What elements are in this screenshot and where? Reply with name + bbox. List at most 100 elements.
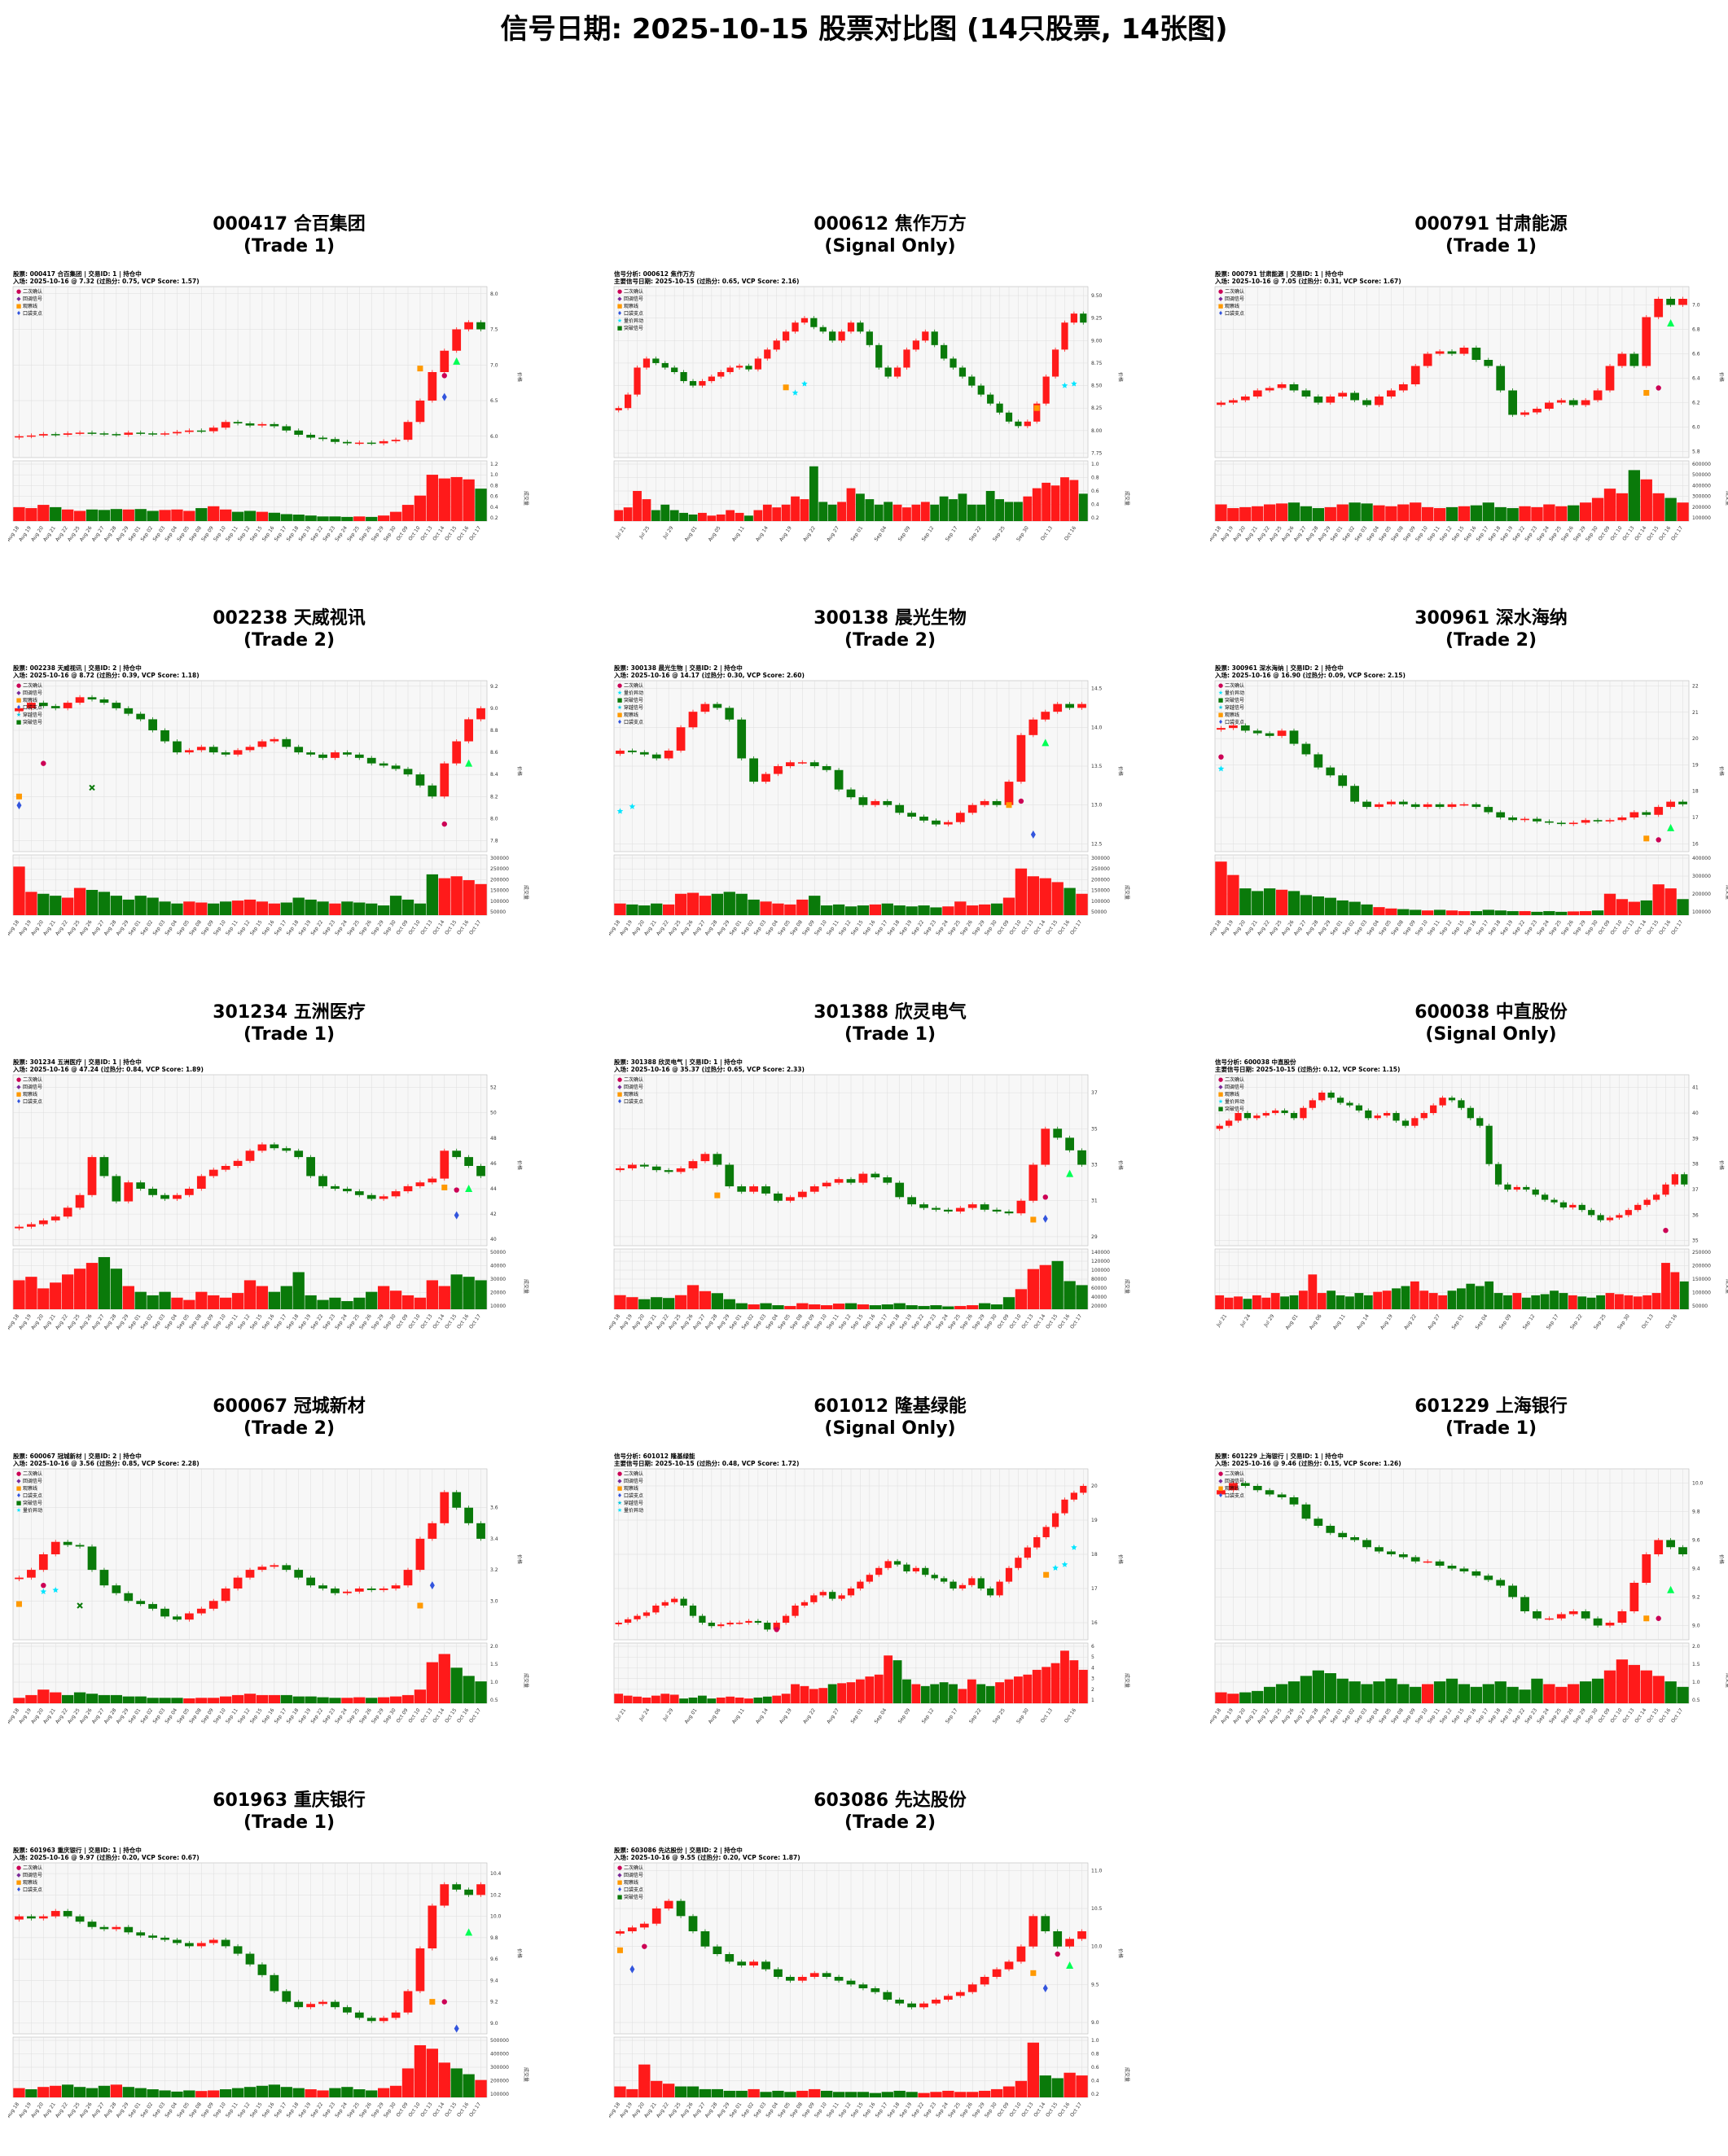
volume-bar	[98, 1256, 111, 1309]
volume-bar	[1540, 1294, 1550, 1309]
candle-body	[1384, 1113, 1391, 1116]
trade-info-line2: 入场: 2025-10-16 @ 9.55 (过热分: 0.20, VCP Sc…	[614, 1854, 800, 1861]
x-tick-label: Jul 21	[1215, 1313, 1228, 1329]
y-tick-label: 37	[1692, 1187, 1699, 1193]
x-tick-label: Oct 17	[1670, 1707, 1684, 1724]
candle-body	[196, 1176, 206, 1189]
candle-body	[27, 703, 36, 708]
x-tick-label: Sep 01	[849, 1707, 864, 1724]
candle-body	[1496, 812, 1506, 817]
x-tick-label: Sep 30	[383, 2101, 397, 2119]
volume-bar	[377, 905, 390, 915]
volume-bar	[195, 902, 208, 915]
candle-body	[1542, 1194, 1549, 1200]
candle-body	[661, 1602, 669, 1606]
volume-bar	[1015, 868, 1028, 915]
candle-body	[838, 331, 845, 341]
chart-title: 601229 上海银行 (Trade 1)	[1210, 1396, 1728, 1440]
trade-info-line1: 信号分析: 600038 中直股份	[1215, 1058, 1296, 1066]
legend-entry: ◆ 回调信号	[15, 1872, 42, 1879]
x-tick-label: Aug 01	[684, 1707, 699, 1725]
volume-bar	[1419, 1291, 1429, 1309]
vol-tick-label: 300000	[1692, 874, 1711, 879]
candle-body	[846, 789, 856, 798]
vol-tick-label: 6	[1091, 1644, 1094, 1650]
x-tick-label: Sep 30	[1616, 1313, 1631, 1330]
x-tick-label: Aug 11	[1332, 1313, 1347, 1331]
vol-tick-label: 150000	[1091, 888, 1110, 894]
legend-label: 突破信号	[23, 720, 43, 725]
volume-bar	[1410, 1281, 1419, 1309]
y-axis-label: 价格	[516, 1948, 523, 1958]
candle-body	[1355, 1105, 1362, 1111]
volume-bar	[1349, 901, 1361, 915]
y-tick-label: 19	[1091, 1518, 1098, 1523]
candle-body	[124, 1182, 134, 1202]
legend-label: 观察线	[1225, 304, 1240, 309]
legend-entry: ● 二次确认	[15, 1076, 42, 1084]
legend-entry: ♦ 口袋支点	[616, 1492, 643, 1500]
legend-entry: ● 二次确认	[1217, 1076, 1244, 1084]
candle-body	[1588, 1210, 1595, 1216]
candle-body	[912, 340, 919, 350]
candle-body	[1681, 1174, 1688, 1185]
volume-bar	[1287, 502, 1300, 521]
volume-bar	[1457, 1288, 1466, 1309]
volume-bar	[1312, 896, 1325, 915]
breakout-marker	[1066, 1961, 1074, 1969]
y-tick-label: 16	[1692, 841, 1699, 847]
candle-body	[968, 1578, 976, 1585]
candle-body	[639, 752, 649, 755]
candlestick-chart: 22212019181716400000300000200000100000价格…	[1210, 680, 1728, 937]
volume-bar	[837, 502, 846, 521]
candle-body	[294, 1150, 304, 1158]
candle-body	[75, 697, 85, 703]
chart-title-stock: 600067 冠城新材	[213, 1396, 366, 1417]
volume-bar	[268, 2084, 281, 2097]
volume-bar	[231, 1694, 244, 1703]
volume-bar	[1252, 1295, 1261, 1309]
volume-bar	[1531, 911, 1543, 915]
candle-body	[464, 1507, 473, 1523]
candle-body	[1229, 725, 1238, 729]
volume-bar	[930, 504, 940, 521]
gap-support-marker	[441, 392, 447, 401]
chart-title: 000791 甘肃能源 (Trade 1)	[1210, 213, 1728, 257]
volume-bar	[1336, 504, 1349, 521]
candle-body	[797, 762, 807, 764]
x-tick-label: Aug 11	[731, 1707, 746, 1725]
candle-body	[834, 1977, 844, 1981]
volume-bar	[438, 1286, 450, 1309]
volume-bar	[809, 1689, 818, 1703]
volume-bar	[450, 476, 463, 521]
y-tick-label: 44	[490, 1186, 497, 1192]
volume-bar	[902, 1679, 911, 1703]
legend-entry: ★ 量价异动	[1217, 690, 1244, 697]
volume-bar	[122, 509, 134, 521]
legend-entry: ◆ 回调信号	[616, 1084, 643, 1091]
y-tick-label: 31	[1091, 1199, 1098, 1204]
volume-bar	[366, 1291, 378, 1309]
legend-label: 突破信号	[1225, 1106, 1245, 1112]
legend-label: 量价异动	[624, 690, 644, 696]
candle-body	[713, 703, 722, 708]
candle-body	[895, 2000, 905, 2004]
candle-body	[884, 367, 892, 377]
candle-body	[1265, 388, 1274, 391]
candle-body	[1550, 1199, 1558, 1203]
y-tick-label: 9.00	[1091, 338, 1103, 344]
trade-info-line1: 股票: 601229 上海银行 | 交易ID: 1 | 持仓中	[1215, 1453, 1344, 1460]
volume-bar	[1521, 1297, 1531, 1309]
y-tick-label: 35	[1692, 1238, 1699, 1244]
trade-info-line2: 主要信号日期: 2025-10-15 (过热分: 0.48, VCP Score…	[614, 1460, 800, 1467]
legend-label: 观察线	[1225, 1486, 1240, 1492]
volume-bar	[1039, 1264, 1051, 1309]
volume-bar	[401, 2068, 414, 2097]
candle-body	[883, 1177, 893, 1183]
vol-tick-label: 20000	[490, 1291, 506, 1296]
volume-signal-marker	[792, 389, 799, 396]
volume-bar	[1677, 502, 1689, 521]
candle-body	[1217, 402, 1226, 405]
legend-entry: ★ 量价异动	[616, 1507, 643, 1514]
candle-body	[774, 1193, 783, 1201]
